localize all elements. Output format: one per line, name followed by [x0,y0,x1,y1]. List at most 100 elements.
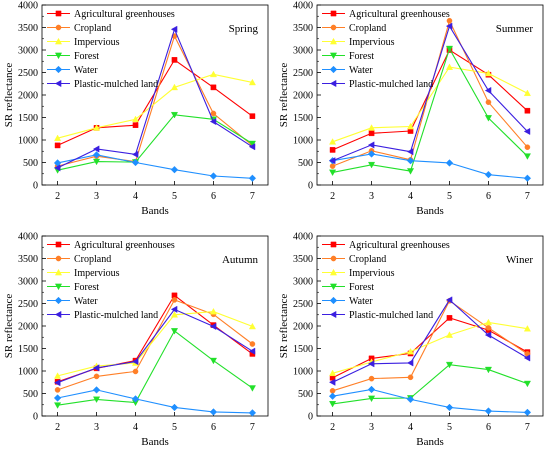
data-point [445,63,454,70]
series-line [57,73,253,139]
data-point [131,150,139,158]
y-tick-label: 2000 [18,91,38,102]
legend-label: Water [74,65,98,76]
legend-marker [329,65,338,74]
legend-marker [54,37,63,45]
data-point [367,150,376,158]
series-line [332,317,528,379]
x-tick-label: 2 [55,191,60,202]
chart-title: Spring [229,23,259,35]
data-point [210,84,217,91]
series-impervious [54,70,256,141]
data-point [524,351,531,357]
x-axis-label: Bands [416,205,444,217]
data-point [171,57,178,63]
data-point [328,378,336,386]
data-point [329,388,336,394]
data-point [93,158,101,166]
chart-panel-summer: 0 500 1000 1500 2000 2500 3000 3500 4000 2 3 4 5 6 7 Ba… [278,1,544,217]
data-point [446,18,453,24]
series-agricultural-greenhouses [329,315,531,381]
data-point [406,168,415,175]
y-tick-label: 3000 [293,277,313,288]
data-point [484,407,493,415]
data-point [249,341,256,347]
data-point [523,325,531,332]
legend-label: Agricultural greenhouses [349,9,450,20]
x-axis-label: Bands [141,436,169,448]
series-water [53,151,257,182]
y-tick-label: 3500 [18,254,38,265]
y-axis-label: SR reflectance [278,63,290,128]
data-point [484,69,492,77]
legend-label: Water [349,65,373,76]
data-point [93,124,101,131]
data-point [170,328,179,335]
x-tick-label: 3 [94,422,99,433]
legend-label: Cropland [349,254,386,265]
series-forest [54,112,256,174]
x-tick-label: 5 [447,191,452,202]
data-point [92,364,100,372]
data-point [248,322,256,330]
data-point [329,401,337,408]
legend-marker [330,24,337,31]
data-point [170,83,179,91]
legend-marker [330,255,337,262]
data-point [53,394,62,402]
x-tick-label: 3 [369,191,374,202]
data-point [523,174,532,182]
y-tick-label: 1500 [293,113,313,124]
y-tick-label: 1500 [293,344,313,355]
series-agricultural-greenhouses [329,47,531,153]
x-axis-label: Bands [141,205,169,217]
data-point [132,122,139,128]
data-point [523,153,531,160]
series-line [332,153,528,179]
data-point [328,157,336,165]
y-tick-label: 3500 [18,23,38,34]
legend-marker [54,296,63,305]
data-point [484,115,492,122]
data-point [171,297,178,303]
data-point [54,402,62,409]
y-tick-label: 2500 [18,68,38,79]
data-point [249,113,256,119]
series-water [328,150,532,182]
x-tick-label: 7 [525,191,530,202]
data-point [484,86,492,95]
data-point [445,45,454,53]
x-tick-label: 4 [408,191,413,202]
data-point [368,161,376,169]
data-point [92,151,101,159]
legend-label: Plastic-mulched land [74,79,158,90]
legend-marker [55,255,62,262]
data-point [329,369,337,377]
data-point [170,403,179,412]
data-point [209,172,218,180]
x-tick-label: 2 [330,191,335,202]
y-tick-label: 3500 [293,254,313,265]
legend: Agricultural greenhouses Cropland Impervio… [47,240,175,321]
data-point [485,325,492,331]
legend-label: Cropland [74,23,111,34]
data-point [54,372,62,379]
legend-marker [54,283,63,291]
x-tick-label: 7 [250,422,255,433]
data-point [209,408,218,416]
series-line [332,388,528,413]
y-tick-label: 4000 [293,1,313,12]
data-point [54,134,62,141]
legend-marker [55,241,62,248]
legend-label: Impervious [349,268,395,279]
legend-label: Plastic-mulched land [349,79,433,90]
x-tick-label: 2 [55,422,60,433]
x-tick-label: 6 [486,191,491,202]
y-tick-label: 4000 [293,232,313,243]
data-point [446,315,453,321]
data-point [445,361,454,369]
y-tick-label: 3000 [293,46,313,57]
series-line [57,308,253,384]
legend-marker [330,10,337,17]
y-tick-label: 1500 [18,113,38,124]
